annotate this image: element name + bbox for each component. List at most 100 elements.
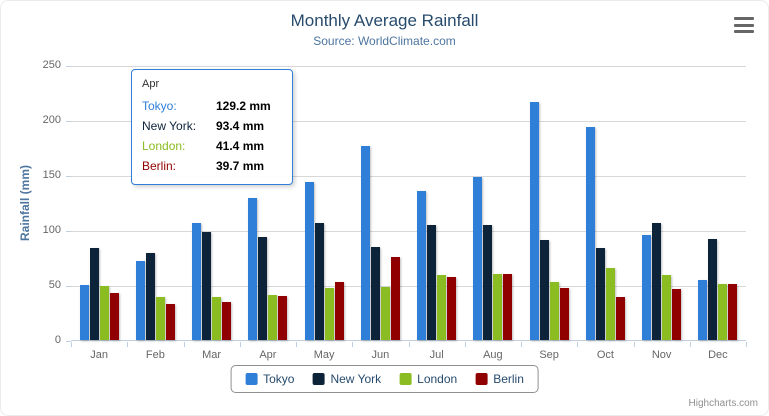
legend-item-london[interactable]: London — [399, 372, 457, 386]
legend-label: Berlin — [493, 372, 524, 386]
chart-subtitle: Source: WorldClimate.com — [313, 34, 456, 48]
x-axis-tick — [577, 342, 579, 347]
bar-group-nov — [634, 66, 690, 340]
bar-tokyo-apr[interactable] — [248, 197, 258, 340]
tooltip: Apr Tokyo: 129.2 mm New York: 93.4 mm London… — [131, 69, 293, 185]
bar-new-york-aug[interactable] — [483, 225, 493, 340]
x-axis-tick — [183, 342, 185, 347]
legend-symbol — [245, 373, 258, 385]
y-axis-label: 50 — [48, 279, 61, 291]
burger-line — [734, 30, 754, 33]
x-axis-label-nov: Nov — [651, 349, 672, 361]
bar-new-york-mar[interactable] — [202, 231, 212, 340]
x-axis-tick — [689, 342, 691, 347]
tooltip-header: Apr — [142, 78, 160, 90]
gridline — [71, 286, 746, 287]
bar-berlin-may[interactable] — [334, 282, 344, 340]
bar-tokyo-may[interactable] — [304, 181, 314, 340]
tooltip-series-name: Berlin: — [142, 159, 177, 173]
legend-item-new-york[interactable]: New York — [312, 372, 381, 386]
tooltip-series-name: London: — [142, 139, 186, 153]
bar-london-apr[interactable] — [268, 294, 278, 340]
bar-new-york-jun[interactable] — [370, 247, 380, 340]
gridline — [71, 231, 746, 232]
y-axis-tick — [66, 66, 71, 67]
bar-berlin-apr[interactable] — [278, 296, 288, 340]
bar-london-jan[interactable] — [99, 286, 109, 340]
chart-title: Monthly Average Rainfall — [290, 11, 479, 30]
x-axis-label-oct: Oct — [596, 349, 614, 361]
export-menu-icon[interactable] — [734, 17, 754, 33]
x-axis-label-feb: Feb — [145, 349, 165, 361]
bar-tokyo-aug[interactable] — [473, 176, 483, 340]
bar-new-york-nov[interactable] — [652, 222, 662, 340]
bar-berlin-jan[interactable] — [109, 293, 119, 340]
y-axis-label: 200 — [42, 114, 61, 126]
bar-tokyo-sep[interactable] — [529, 102, 539, 340]
bar-london-aug[interactable] — [493, 274, 503, 340]
tooltip-row: Berlin: 39.7 mm — [142, 156, 282, 176]
x-axis-label-may: May — [313, 349, 335, 361]
bar-berlin-jun[interactable] — [390, 257, 400, 340]
bar-new-york-sep[interactable] — [539, 239, 549, 340]
bar-group-feb — [127, 66, 183, 340]
bar-tokyo-jun[interactable] — [360, 146, 370, 340]
bar-group-aug — [465, 66, 521, 340]
gridline — [71, 121, 746, 122]
legend-item-tokyo[interactable]: Tokyo — [245, 372, 294, 386]
y-axis-tick — [66, 231, 71, 232]
bar-group-jul — [409, 66, 465, 340]
bar-tokyo-feb[interactable] — [135, 261, 145, 340]
x-axis-tick — [633, 342, 635, 347]
x-axis-label-jun: Jun — [371, 349, 390, 361]
bar-london-may[interactable] — [324, 288, 334, 340]
bar-london-sep[interactable] — [549, 282, 559, 340]
bar-tokyo-mar[interactable] — [192, 223, 202, 340]
bar-berlin-sep[interactable] — [559, 287, 569, 340]
bar-berlin-oct[interactable] — [615, 297, 625, 340]
y-axis-tick — [66, 121, 71, 122]
bar-berlin-aug[interactable] — [503, 273, 513, 340]
bar-new-york-apr[interactable] — [258, 237, 268, 340]
bar-berlin-nov[interactable] — [672, 288, 682, 340]
x-axis-label-apr: Apr — [259, 349, 277, 361]
legend: Tokyo New York London Berlin — [230, 365, 539, 393]
burger-line — [734, 23, 754, 27]
bar-group-oct — [577, 66, 633, 340]
bar-new-york-jan[interactable] — [89, 248, 99, 340]
bar-tokyo-oct[interactable] — [585, 126, 595, 340]
bar-new-york-feb[interactable] — [145, 253, 155, 340]
bar-tokyo-nov[interactable] — [642, 234, 652, 340]
bar-london-jul[interactable] — [437, 275, 447, 340]
bar-london-feb[interactable] — [155, 297, 165, 340]
bar-london-nov[interactable] — [662, 274, 672, 340]
bar-london-jun[interactable] — [380, 286, 390, 340]
tooltip-series-name: Tokyo: — [142, 99, 177, 113]
bar-berlin-dec[interactable] — [728, 283, 738, 340]
bar-new-york-may[interactable] — [314, 223, 324, 340]
legend-symbol — [475, 373, 488, 385]
tooltip-row: London: 41.4 mm — [142, 136, 282, 156]
bar-new-york-oct[interactable] — [595, 248, 605, 340]
bar-tokyo-jan[interactable] — [79, 285, 89, 340]
legend-label: London — [417, 372, 458, 386]
tooltip-rows: Tokyo: 129.2 mm New York: 93.4 mm London: 41.… — [142, 96, 282, 176]
bar-berlin-feb[interactable] — [165, 303, 175, 340]
bar-group-may — [296, 66, 352, 340]
bar-london-oct[interactable] — [605, 268, 615, 340]
highcharts-credits-link[interactable]: Highcharts.com — [688, 398, 758, 409]
bar-new-york-dec[interactable] — [708, 238, 718, 340]
legend-item-berlin[interactable]: Berlin — [475, 372, 524, 386]
x-axis-tick — [408, 342, 410, 347]
bar-tokyo-dec[interactable] — [698, 280, 708, 340]
gridline — [71, 66, 746, 67]
bar-london-dec[interactable] — [718, 283, 728, 340]
y-axis-label: 0 — [54, 334, 61, 346]
x-axis-label-jan: Jan — [90, 349, 108, 361]
bar-tokyo-jul[interactable] — [417, 190, 427, 340]
bar-berlin-mar[interactable] — [222, 302, 232, 340]
bar-london-mar[interactable] — [212, 296, 222, 340]
bar-berlin-jul[interactable] — [447, 276, 457, 340]
bar-new-york-jul[interactable] — [427, 224, 437, 340]
